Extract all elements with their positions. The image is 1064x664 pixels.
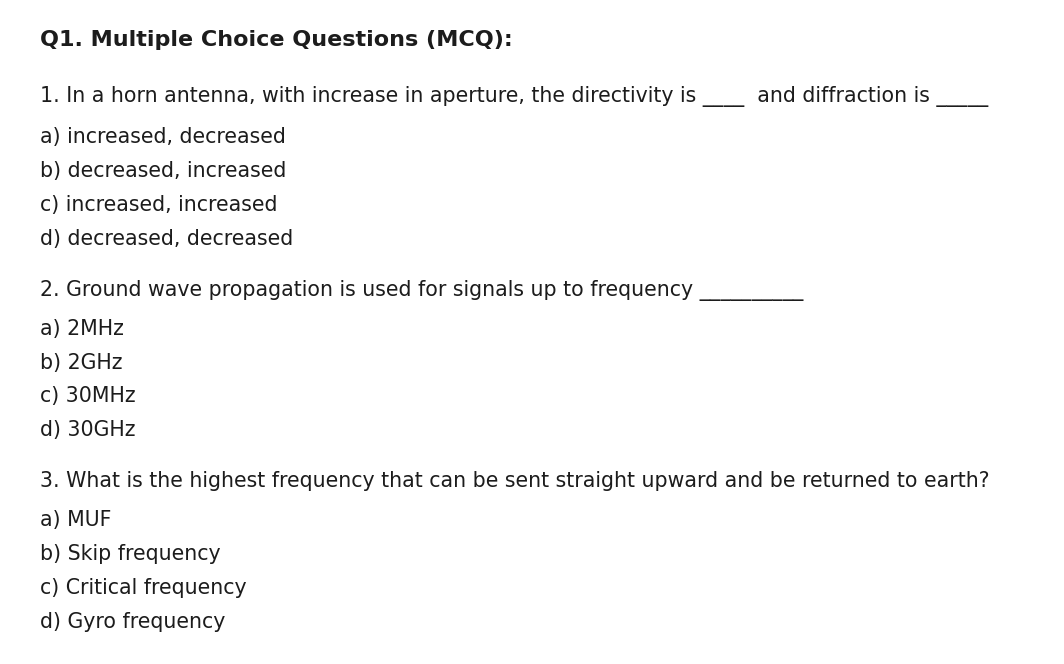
- Text: 2. Ground wave propagation is used for signals up to frequency __________: 2. Ground wave propagation is used for s…: [40, 280, 803, 301]
- Text: 1. In a horn antenna, with increase in aperture, the directivity is ____  and di: 1. In a horn antenna, with increase in a…: [40, 86, 988, 108]
- Text: d) Gyro frequency: d) Gyro frequency: [40, 612, 226, 631]
- Text: a) increased, decreased: a) increased, decreased: [40, 127, 286, 147]
- Text: c) increased, increased: c) increased, increased: [40, 195, 278, 215]
- Text: 3. What is the highest frequency that can be sent straight upward and be returne: 3. What is the highest frequency that ca…: [40, 471, 990, 491]
- Text: b) Skip frequency: b) Skip frequency: [40, 544, 221, 564]
- Text: b) decreased, increased: b) decreased, increased: [40, 161, 287, 181]
- Text: a) MUF: a) MUF: [40, 510, 112, 530]
- Text: a) 2MHz: a) 2MHz: [40, 319, 124, 339]
- Text: c) 30MHz: c) 30MHz: [40, 386, 136, 406]
- Text: d) 30GHz: d) 30GHz: [40, 420, 136, 440]
- Text: c) Critical frequency: c) Critical frequency: [40, 578, 247, 598]
- Text: Q1. Multiple Choice Questions (MCQ):: Q1. Multiple Choice Questions (MCQ):: [40, 30, 513, 50]
- Text: d) decreased, decreased: d) decreased, decreased: [40, 229, 294, 249]
- Text: b) 2GHz: b) 2GHz: [40, 353, 123, 373]
